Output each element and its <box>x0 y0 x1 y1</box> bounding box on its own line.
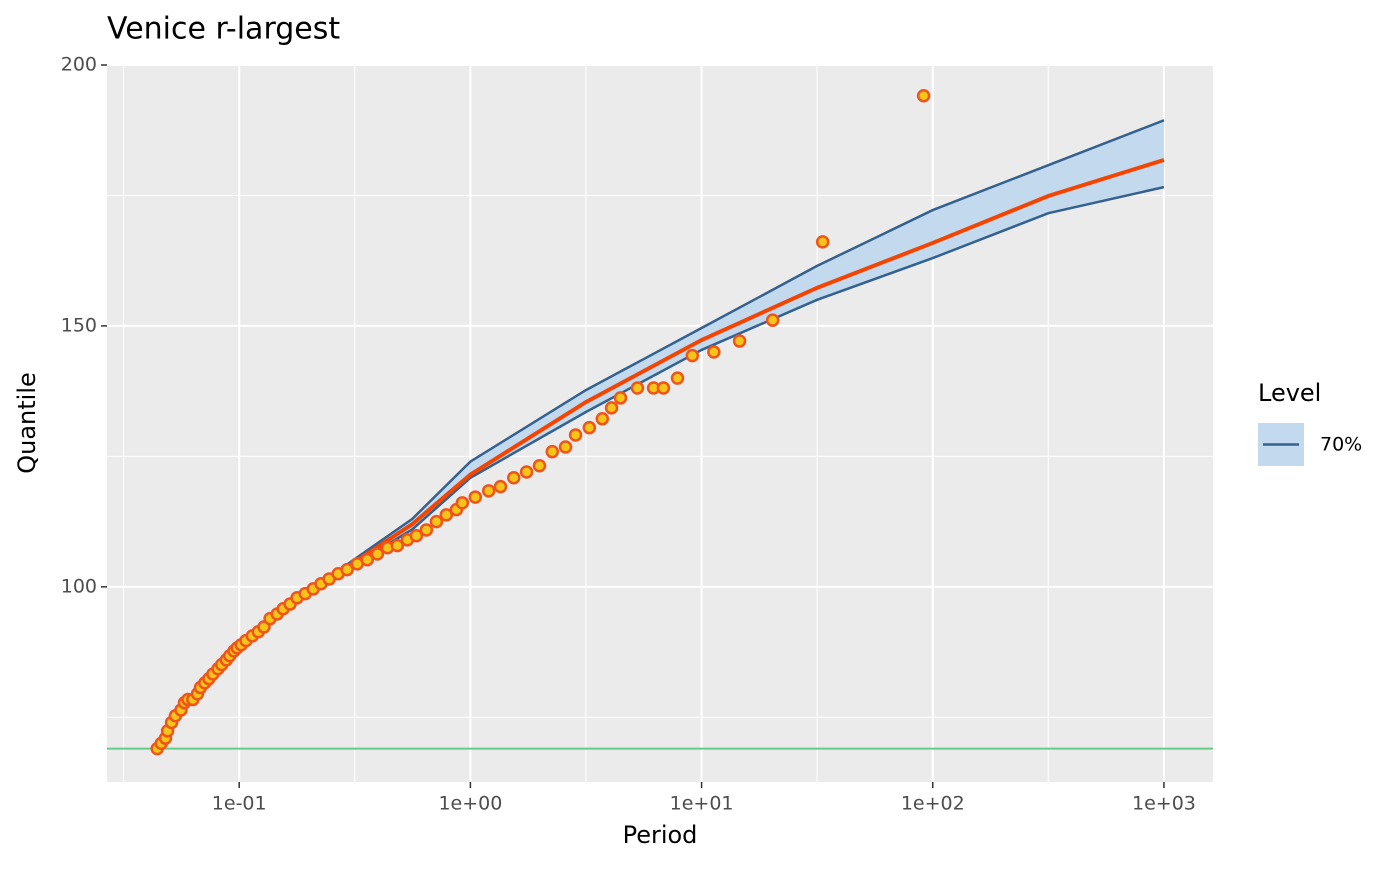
data-point <box>493 479 508 494</box>
data-point <box>340 562 354 577</box>
data-point <box>670 371 685 385</box>
data-point <box>439 508 454 522</box>
y-tick-label: 200 <box>61 54 97 76</box>
legend-label: 70% <box>1320 434 1362 456</box>
data-point <box>568 428 583 442</box>
fit-line <box>337 158 1165 574</box>
data-point <box>429 514 444 529</box>
band-upper-line <box>338 119 1165 572</box>
data-point <box>916 89 931 103</box>
data-point <box>595 412 610 426</box>
data-point <box>506 471 521 485</box>
x-tick-label: 1e+00 <box>438 793 502 815</box>
data-point <box>582 420 597 435</box>
data-point <box>519 465 534 479</box>
data-point <box>360 552 375 567</box>
data-point <box>455 496 470 510</box>
data-point <box>707 345 721 359</box>
data-point <box>732 334 747 348</box>
data-point <box>765 313 780 327</box>
legend-title: Level <box>1258 379 1321 407</box>
data-point <box>613 391 628 405</box>
y-axis-label: Quantile <box>13 372 41 474</box>
x-tick-label: 1e+03 <box>1132 793 1196 815</box>
data-point <box>409 528 424 543</box>
x-tick-label: 1e-01 <box>212 793 267 815</box>
band-lower-line <box>338 185 1165 575</box>
data-point <box>419 523 434 537</box>
x-axis-label: Period <box>623 821 698 849</box>
data-point <box>630 381 645 395</box>
data-point <box>532 459 547 473</box>
data-point <box>815 235 830 249</box>
data-point <box>370 547 385 561</box>
data-point <box>558 440 573 454</box>
x-tick-label: 1e+01 <box>670 793 734 815</box>
data-point <box>545 444 560 459</box>
data-point <box>685 348 700 363</box>
data-point <box>468 490 483 504</box>
data-point <box>656 381 671 395</box>
data-point <box>390 538 405 553</box>
x-tick-label: 1e+02 <box>901 793 965 815</box>
data-point <box>604 401 619 415</box>
data-point <box>481 484 496 498</box>
y-tick-label: 150 <box>61 314 97 336</box>
chart-title: Venice r-largest <box>107 12 340 47</box>
y-tick-label: 100 <box>61 575 97 597</box>
